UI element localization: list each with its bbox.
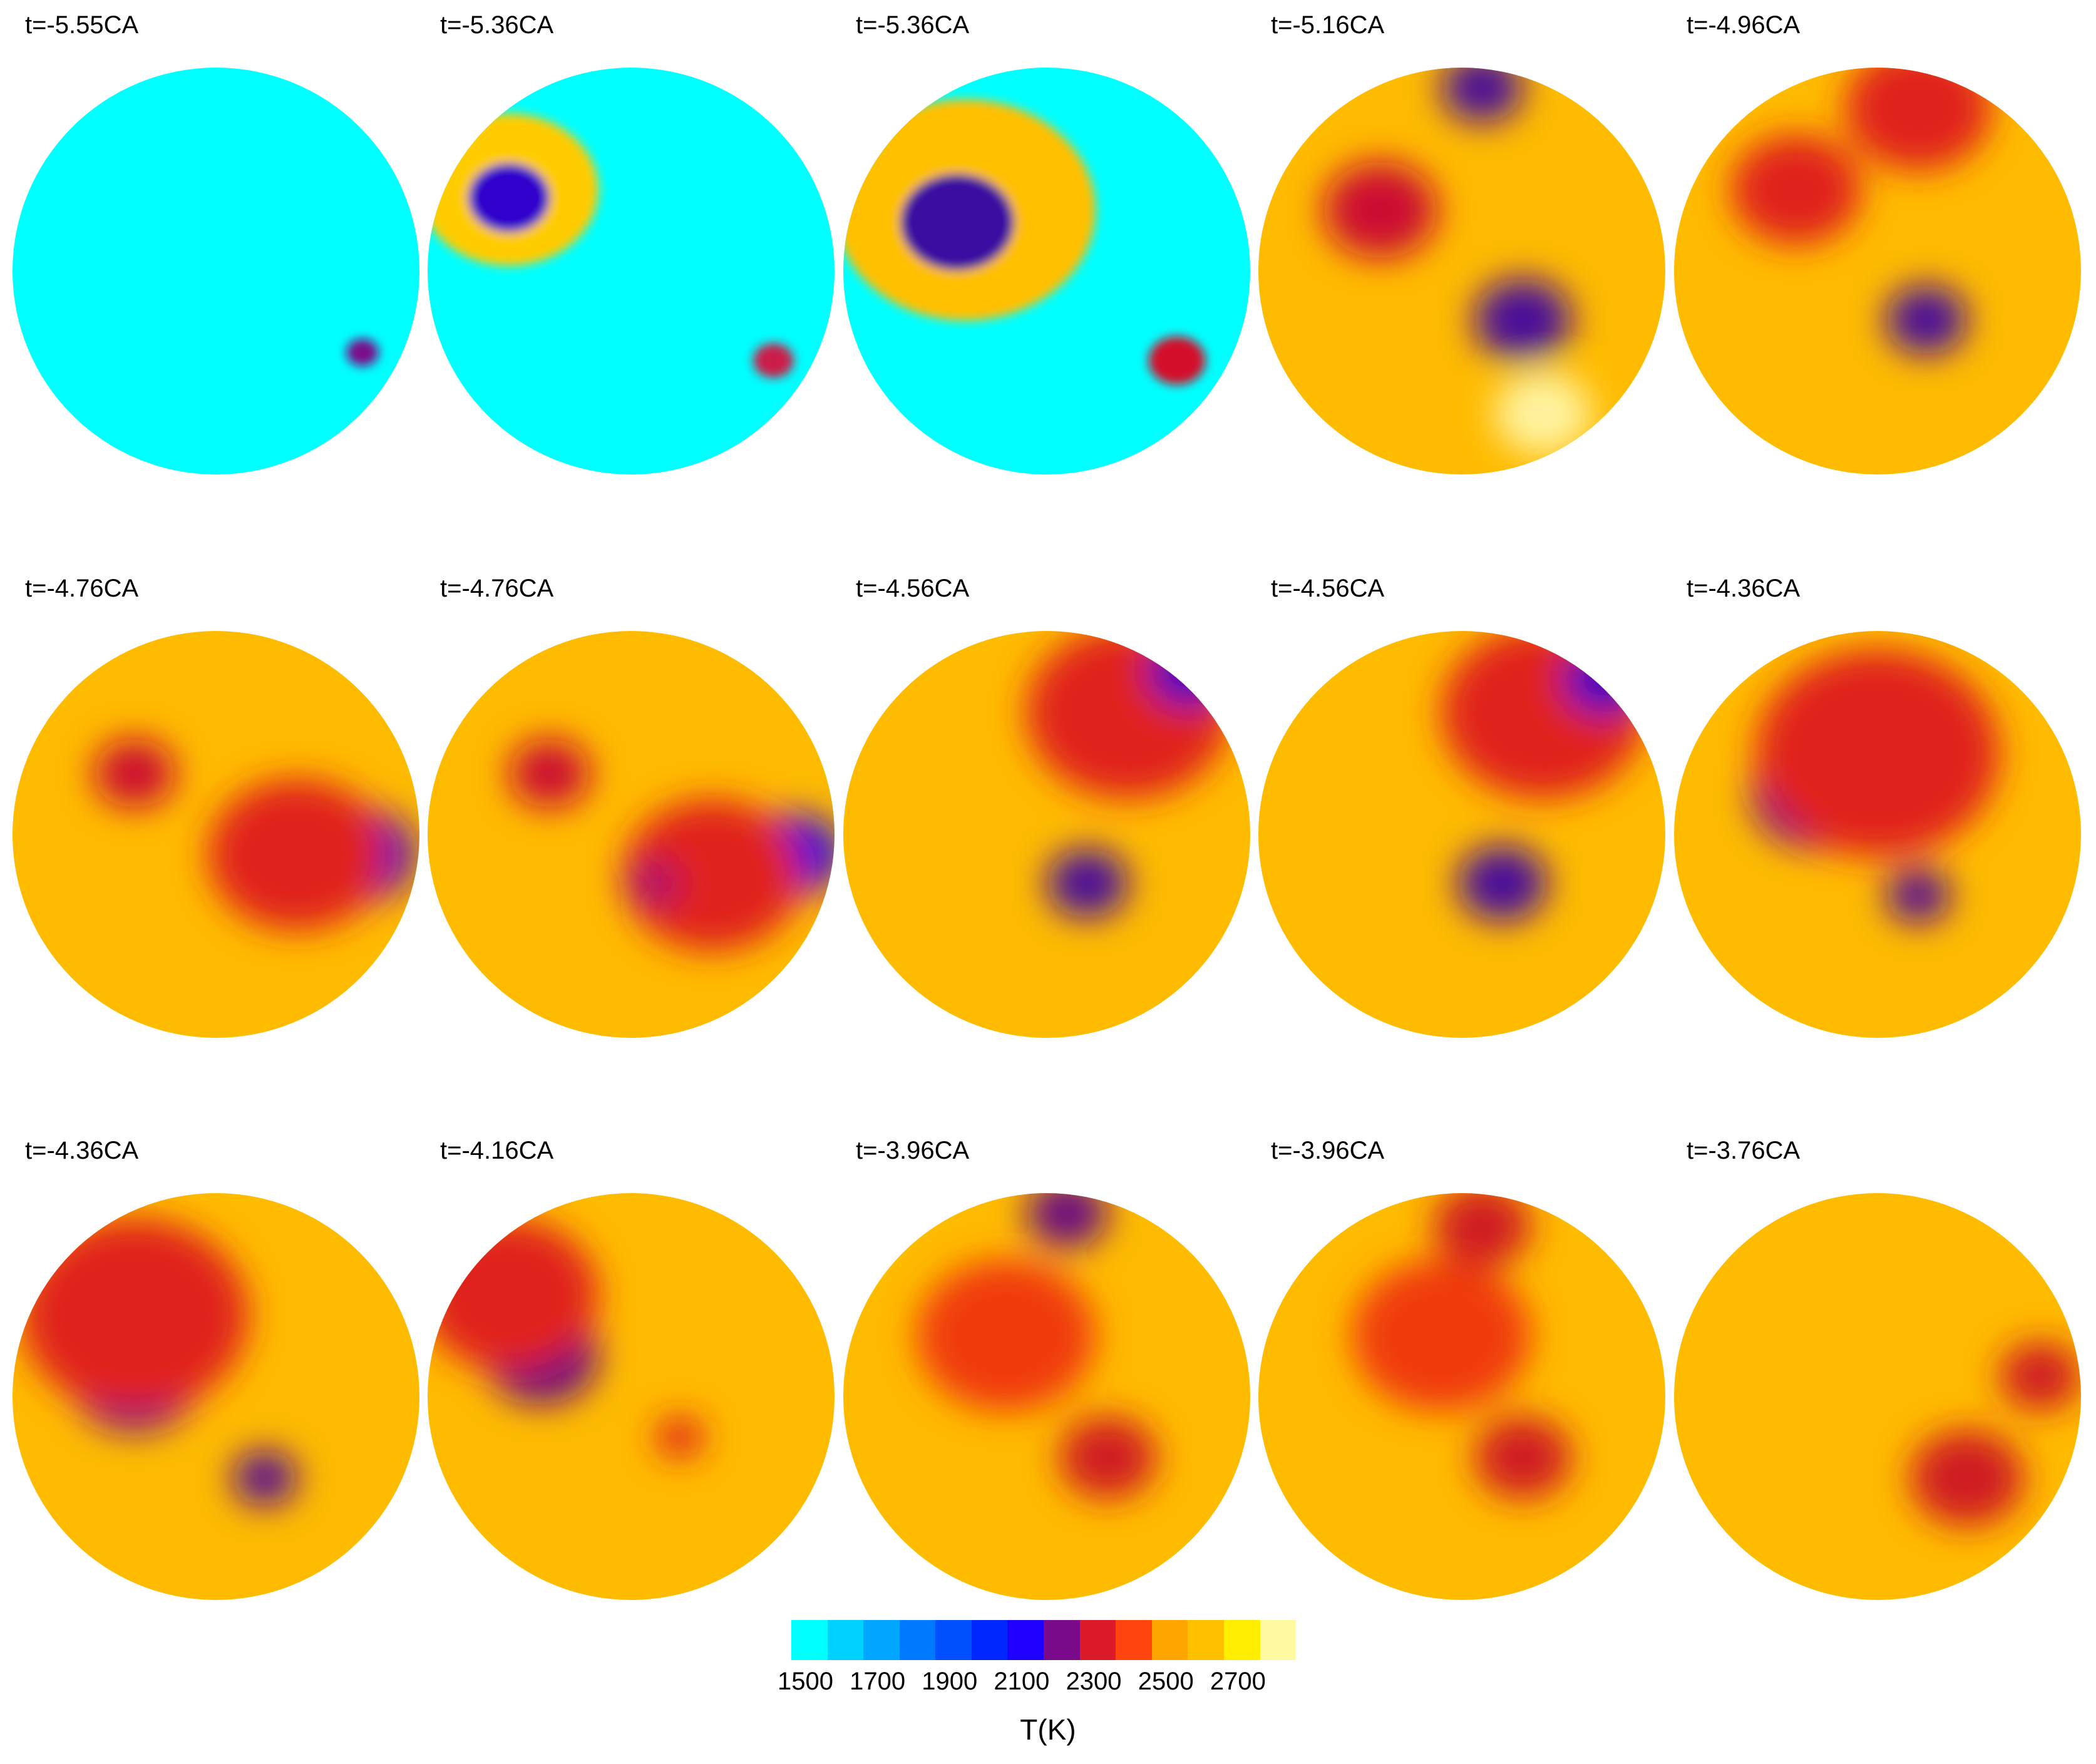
disk-background (1258, 68, 1665, 474)
temperature-region (509, 739, 590, 808)
temperature-region (1148, 336, 1206, 385)
temperature-region (623, 859, 680, 908)
colorbar-tick-label: 1700 (850, 1668, 906, 1695)
temperature-field-disk (843, 631, 1250, 1038)
colorbar-swatch (1260, 1620, 1297, 1660)
colorbar-title: T(K) (1020, 1713, 1076, 1746)
colorbar-tick-label: 2500 (1138, 1668, 1194, 1695)
colorbar-swatch (1007, 1620, 1044, 1660)
panel-label: t=-4.76CA (440, 575, 554, 602)
temperature-region (1494, 372, 1592, 455)
colorbar-tick-label: 1900 (922, 1668, 978, 1695)
colorbar-swatch (899, 1620, 936, 1660)
colorbar-swatch (1044, 1620, 1080, 1660)
colorbar-swatch (1116, 1620, 1152, 1660)
panel-label: t=-3.96CA (1271, 1137, 1385, 1164)
temperature-field-disk (13, 631, 419, 1038)
temperature-field-disk (13, 68, 419, 474)
temperature-region (1474, 278, 1572, 362)
temperature-region (753, 343, 794, 378)
colorbar-tick-label: 2100 (994, 1668, 1050, 1695)
temperature-region (1047, 848, 1128, 918)
temperature-region (1433, 1193, 1531, 1268)
temperature-region (1910, 1429, 2024, 1527)
temperature-region (428, 1218, 598, 1372)
temperature-field-disk (1258, 631, 1665, 1038)
temperature-region (21, 1218, 249, 1412)
temperature-region (1352, 1259, 1531, 1412)
panel-label: t=-5.36CA (440, 11, 554, 39)
panel-label: t=-4.36CA (1687, 575, 1801, 602)
temperature-region (1059, 1416, 1157, 1499)
temperature-region (1026, 631, 1230, 799)
colorbar (791, 1620, 1297, 1660)
temperature-field-disk (1258, 68, 1665, 474)
temperature-region (1731, 134, 1861, 245)
temperature-region (232, 1450, 297, 1506)
temperature-region (1148, 637, 1230, 707)
temperature-region (623, 799, 802, 951)
temperature-region (1563, 645, 1645, 715)
temperature-region (900, 173, 1014, 271)
colorbar-swatch (827, 1620, 864, 1660)
temperature-field-disk (428, 68, 835, 474)
panel-label: t=-5.16CA (1271, 11, 1385, 39)
panel-label: t=-4.76CA (25, 575, 139, 602)
temperature-field-disk (1674, 68, 2081, 474)
panel-label: t=-4.36CA (25, 1137, 139, 1164)
panel-label: t=-5.36CA (856, 11, 970, 39)
temperature-field-disk (843, 1193, 1250, 1600)
temperature-region (1474, 1416, 1572, 1499)
colorbar-swatch (1079, 1620, 1116, 1660)
temperature-region (1441, 631, 1645, 799)
colorbar-tick-label: 1500 (778, 1668, 833, 1695)
panel-label: t=-3.96CA (856, 1137, 970, 1164)
temperature-field-disk (428, 1193, 835, 1600)
temperature-region (346, 338, 379, 367)
temperature-field-disk (13, 1193, 419, 1600)
colorbar-swatch (935, 1620, 972, 1660)
panel-label: t=-4.96CA (1687, 11, 1801, 39)
temperature-field-disk (843, 68, 1250, 474)
temperature-region (1886, 285, 1967, 355)
temperature-region (208, 778, 387, 931)
panel-label: t=-4.56CA (856, 575, 970, 602)
temperature-field-disk (428, 631, 835, 1038)
disk-background (13, 68, 419, 474)
temperature-region (94, 739, 175, 808)
colorbar-swatch (971, 1620, 1008, 1660)
temperature-region (1755, 649, 2000, 857)
colorbar-swatch (863, 1620, 900, 1660)
colorbar-swatch (1188, 1620, 1224, 1660)
colorbar-tick-label: 2300 (1066, 1668, 1122, 1695)
temperature-region (655, 1416, 704, 1459)
temperature-region (468, 163, 550, 233)
temperature-region (917, 1259, 1096, 1412)
temperature-region (1886, 868, 1951, 923)
panel-label: t=-5.55CA (25, 11, 139, 39)
panel-label: t=-3.76CA (1687, 1137, 1801, 1164)
colorbar-swatch (1151, 1620, 1188, 1660)
temperature-region (1323, 162, 1437, 259)
colorbar-swatch (791, 1620, 828, 1660)
colorbar-swatch (1223, 1620, 1260, 1660)
temperature-field-disk (1258, 1193, 1665, 1600)
panel-label: t=-4.16CA (440, 1137, 554, 1164)
temperature-field-disk (1674, 1193, 2081, 1600)
panel-label: t=-4.56CA (1271, 575, 1385, 602)
panel-grid: t=-5.55CA t=-5.36CA t=-5.36CA t=-5.16CA t=-4… (13, 11, 2081, 1600)
temperature-region (2000, 1341, 2081, 1411)
colorbar-tick-label: 2700 (1210, 1668, 1266, 1695)
temperature-field-disk (1674, 631, 2081, 1038)
temperature-region (1457, 845, 1548, 921)
